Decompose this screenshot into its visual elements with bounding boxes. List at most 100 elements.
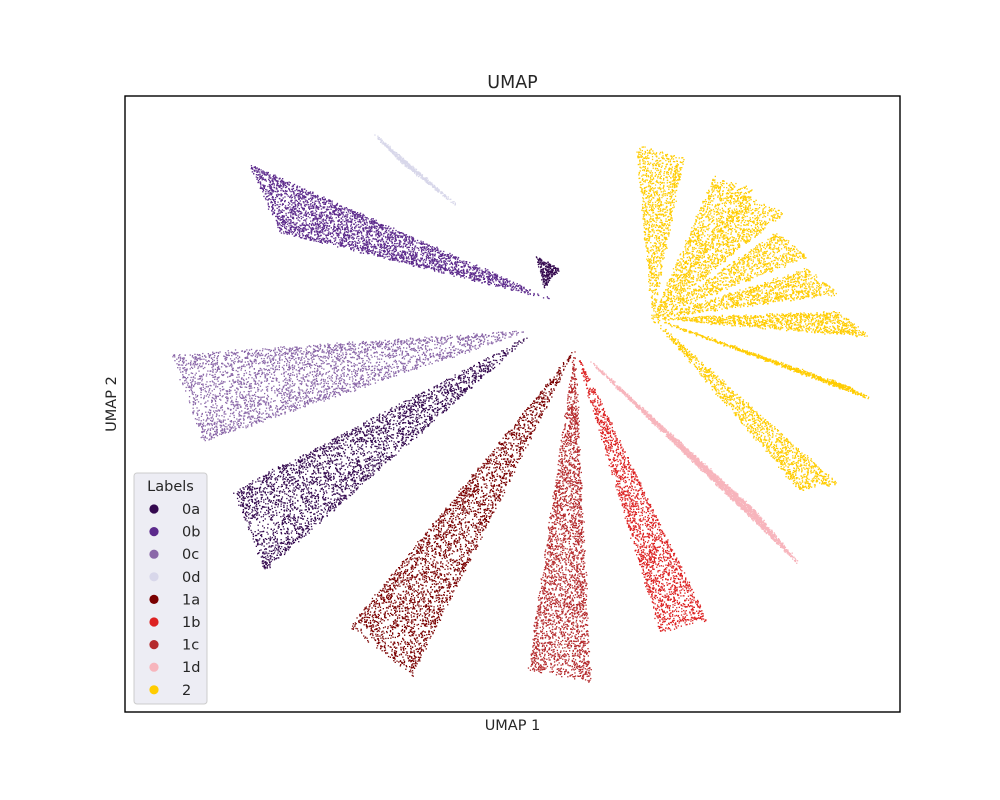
point bbox=[279, 501, 281, 503]
point bbox=[441, 403, 443, 405]
point bbox=[349, 462, 351, 464]
point bbox=[277, 548, 280, 550]
point bbox=[494, 366, 496, 369]
point bbox=[342, 233, 345, 235]
point bbox=[443, 384, 445, 387]
point bbox=[251, 488, 254, 490]
point bbox=[315, 500, 317, 502]
point bbox=[450, 398, 453, 400]
point bbox=[339, 452, 341, 455]
point bbox=[334, 483, 336, 485]
point bbox=[398, 422, 400, 425]
point bbox=[374, 465, 376, 468]
point bbox=[419, 242, 421, 245]
point bbox=[312, 494, 314, 497]
point bbox=[296, 532, 298, 534]
point bbox=[381, 224, 383, 226]
point bbox=[261, 555, 264, 557]
point bbox=[389, 459, 392, 461]
point bbox=[299, 523, 301, 525]
point bbox=[356, 433, 359, 435]
point bbox=[328, 475, 330, 478]
point bbox=[284, 516, 286, 518]
point bbox=[439, 390, 441, 392]
point bbox=[463, 388, 466, 390]
point bbox=[282, 182, 284, 184]
point bbox=[317, 470, 320, 472]
point bbox=[364, 476, 366, 478]
point bbox=[315, 218, 317, 220]
point bbox=[411, 422, 413, 424]
point bbox=[384, 436, 386, 438]
point bbox=[424, 400, 426, 403]
point bbox=[426, 243, 428, 245]
point bbox=[400, 241, 402, 243]
point bbox=[385, 432, 387, 434]
point bbox=[341, 490, 343, 492]
point bbox=[417, 266, 420, 268]
point bbox=[302, 208, 304, 210]
point bbox=[441, 412, 443, 414]
point bbox=[242, 499, 244, 501]
point bbox=[285, 467, 287, 469]
point bbox=[552, 269, 554, 271]
point bbox=[433, 259, 435, 261]
point bbox=[315, 505, 317, 507]
point bbox=[340, 482, 342, 484]
point bbox=[442, 267, 444, 269]
point bbox=[249, 487, 251, 490]
point bbox=[539, 263, 541, 265]
point bbox=[546, 283, 548, 285]
point bbox=[311, 214, 313, 217]
point bbox=[284, 468, 286, 470]
point bbox=[474, 380, 476, 382]
point bbox=[401, 414, 403, 416]
point bbox=[362, 452, 364, 454]
point bbox=[310, 233, 313, 235]
point bbox=[439, 264, 442, 266]
point bbox=[407, 400, 409, 402]
point bbox=[256, 171, 258, 173]
point bbox=[278, 215, 280, 217]
point bbox=[429, 405, 431, 407]
point bbox=[272, 511, 274, 513]
point bbox=[262, 552, 264, 555]
point bbox=[296, 186, 298, 188]
point bbox=[386, 436, 388, 438]
point bbox=[333, 476, 335, 478]
point bbox=[454, 384, 456, 386]
point bbox=[363, 480, 365, 482]
point bbox=[319, 455, 322, 457]
point bbox=[371, 228, 373, 230]
point bbox=[272, 485, 275, 488]
point bbox=[423, 252, 425, 255]
point bbox=[279, 548, 282, 550]
point bbox=[332, 438, 335, 440]
point bbox=[347, 446, 350, 449]
point bbox=[470, 268, 472, 270]
point bbox=[315, 480, 318, 482]
point bbox=[256, 544, 259, 546]
point bbox=[302, 489, 304, 491]
point bbox=[436, 409, 439, 412]
point bbox=[374, 226, 376, 228]
point bbox=[264, 172, 266, 174]
point bbox=[366, 227, 368, 229]
point bbox=[361, 448, 364, 450]
point bbox=[499, 276, 501, 279]
point bbox=[485, 364, 488, 366]
point bbox=[298, 472, 301, 474]
point bbox=[275, 509, 277, 512]
point bbox=[324, 476, 326, 478]
point bbox=[431, 262, 433, 264]
point bbox=[386, 252, 389, 254]
point bbox=[246, 495, 248, 497]
point bbox=[332, 507, 334, 509]
point bbox=[355, 465, 357, 468]
point bbox=[488, 358, 490, 360]
point bbox=[336, 463, 338, 465]
point bbox=[273, 184, 275, 186]
point bbox=[473, 365, 475, 367]
point bbox=[313, 450, 315, 452]
point bbox=[325, 454, 328, 456]
